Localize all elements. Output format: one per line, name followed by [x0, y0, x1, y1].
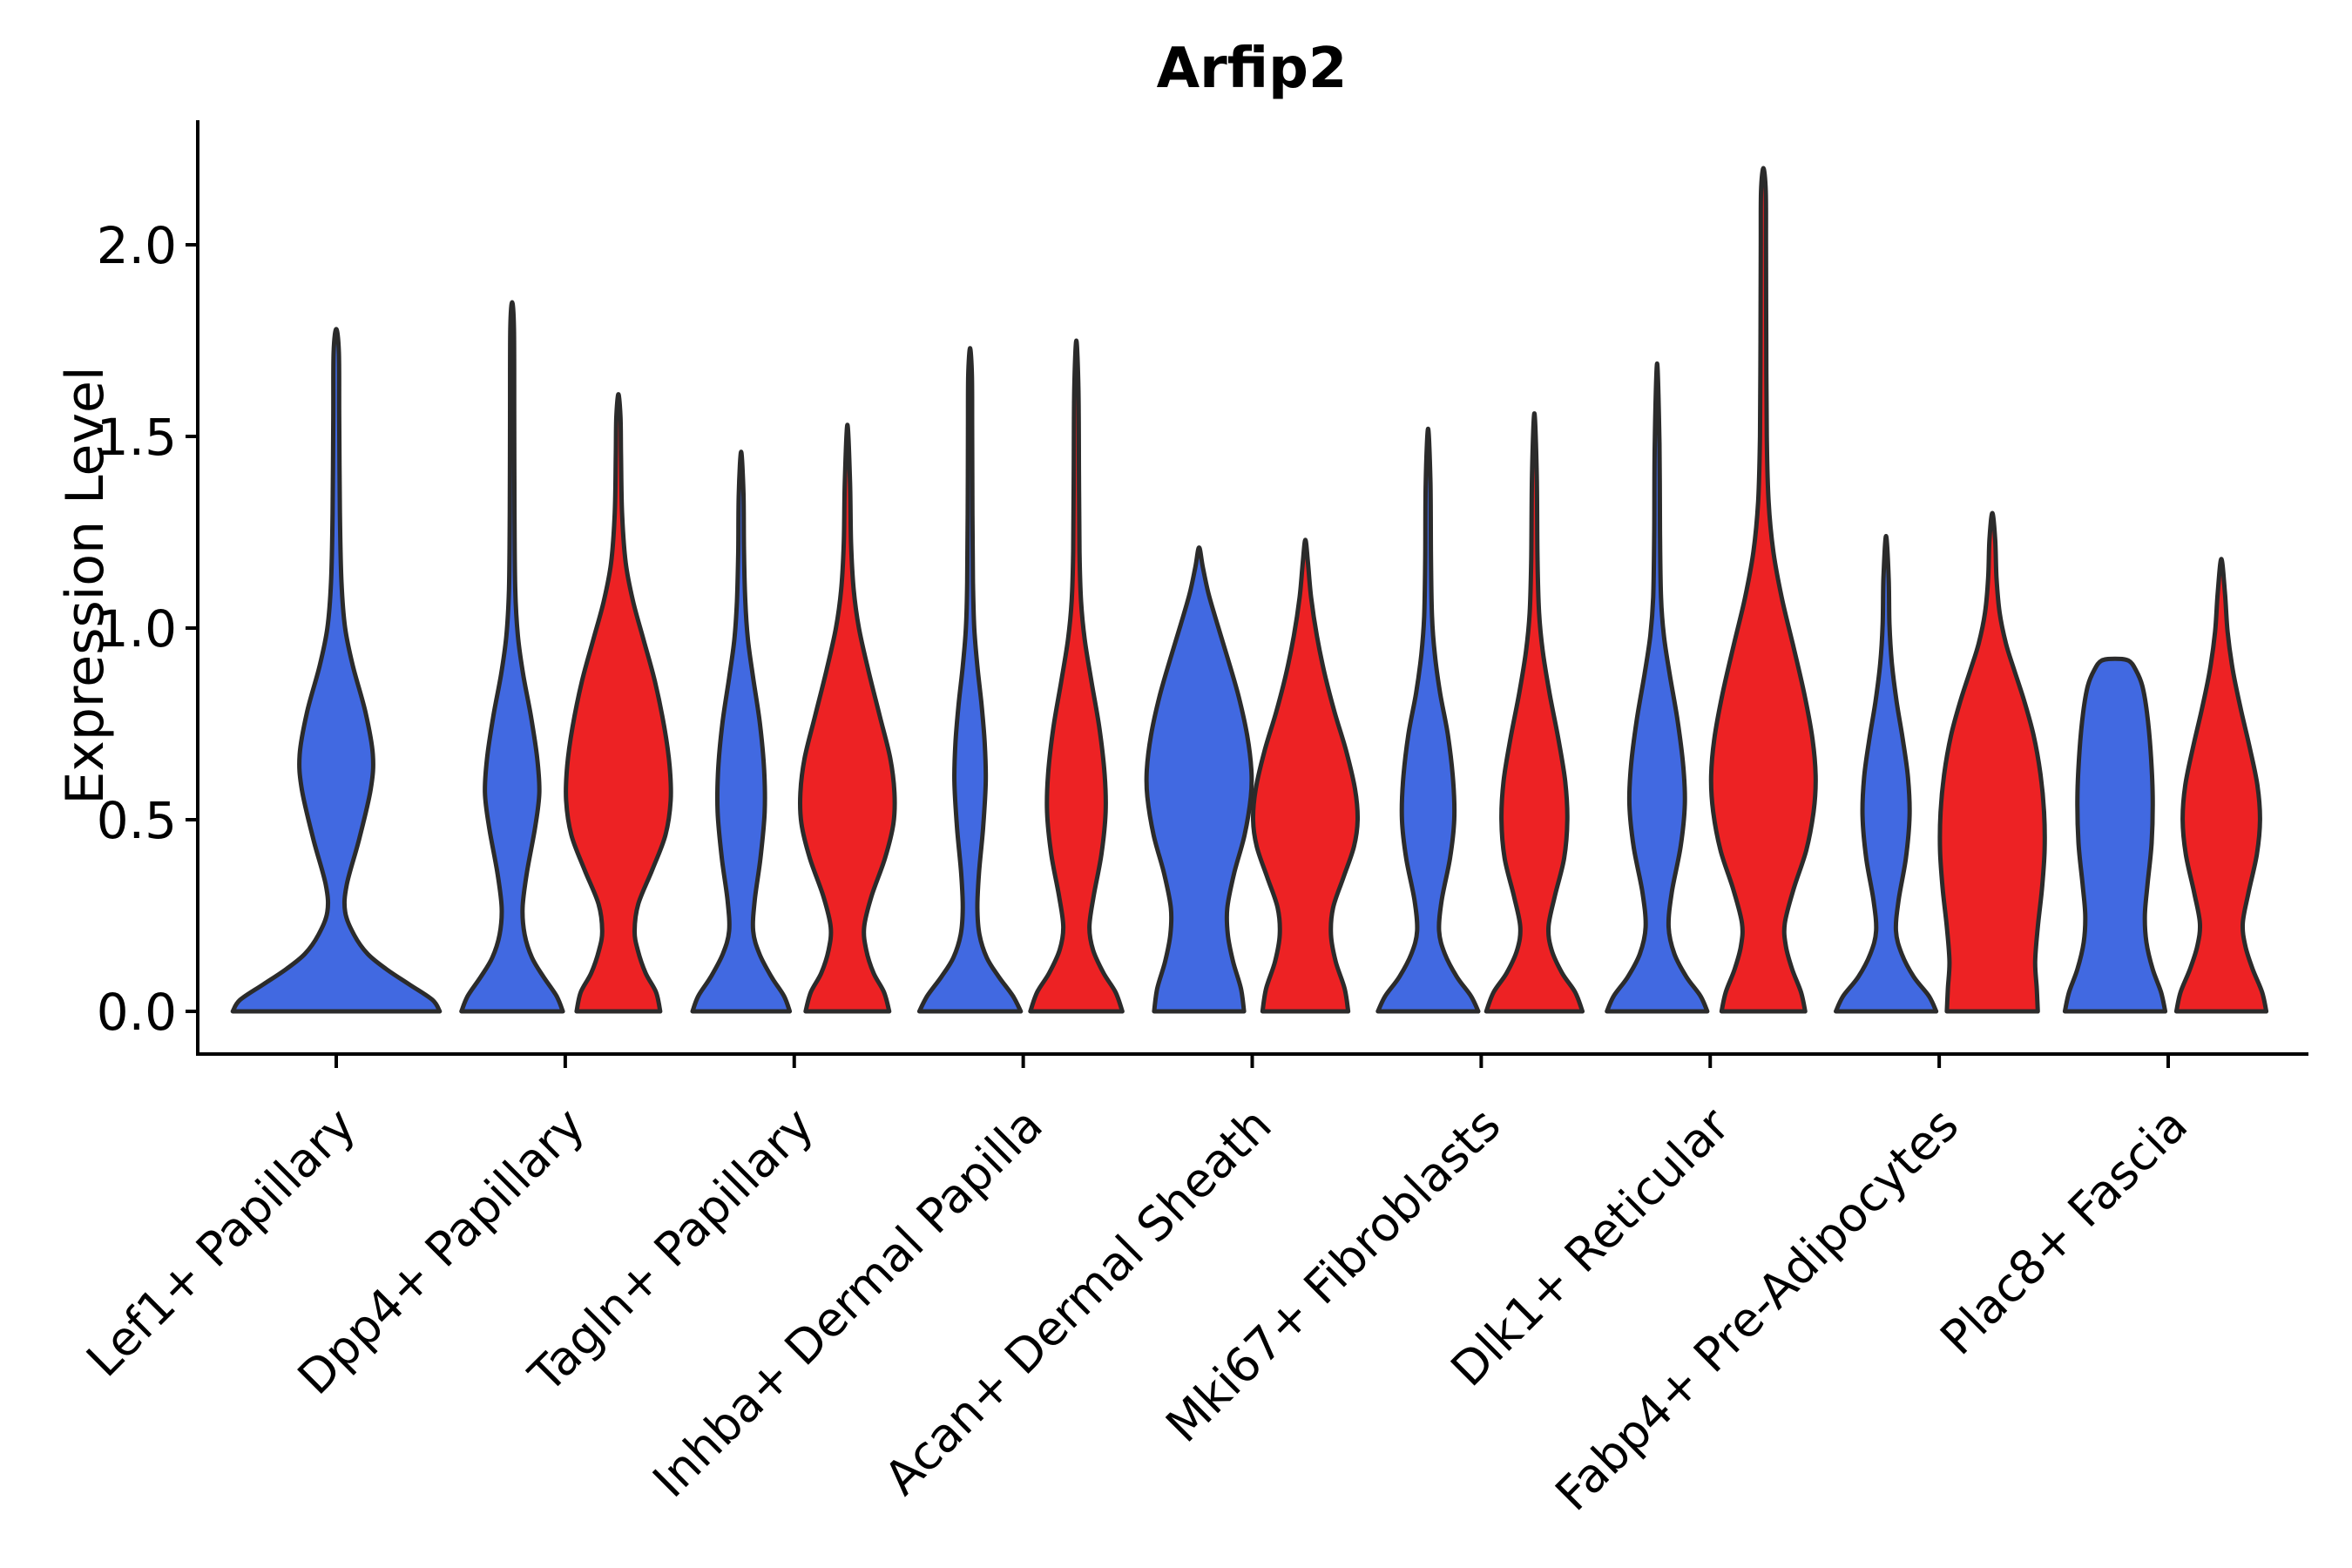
violin-dpp4-papillary-red — [564, 392, 673, 1014]
violin-inhba-dermal-papilla-blue — [916, 346, 1024, 1014]
violin-tagln-papillary-red — [797, 422, 897, 1014]
y-tick-label-0.0: 0.0 — [97, 983, 177, 1042]
violin-dpp4-papillary-blue — [459, 300, 565, 1014]
plot-title: Arfip2 — [1157, 37, 1348, 101]
y-tick-label-2.0: 2.0 — [97, 216, 177, 275]
violin-fabp4-pre-adipocytes-blue — [1834, 533, 1939, 1014]
violin-plac8-fascia-blue — [2062, 656, 2168, 1014]
violin-inhba-dermal-papilla-red — [1028, 338, 1125, 1014]
x-tick-label-plac8-fascia: Plac8+ Fascia — [1930, 1098, 2198, 1366]
violin-lef1-papillary-blue — [230, 327, 443, 1014]
y-tick-label-1.5: 1.5 — [97, 408, 177, 467]
violins-layer — [230, 166, 2269, 1014]
violin-acan-dermal-sheath-blue — [1144, 545, 1254, 1014]
x-tick-label-fabp4-pre-adipocytes: Fabp4+ Pre-Adipocytes — [1545, 1098, 1970, 1522]
violin-fabp4-pre-adipocytes-red — [1937, 510, 2047, 1014]
violin-mki67-fibroblasts-blue — [1375, 426, 1481, 1014]
x-tick-label-acan-dermal-sheath: Acan+ Dermal Sheath — [874, 1098, 1281, 1505]
violin-plac8-fascia-red — [2173, 557, 2269, 1014]
violin-dlk1-reticular-red — [1708, 166, 1818, 1014]
y-tick-label-0.5: 0.5 — [97, 791, 177, 850]
violin-acan-dermal-sheath-red — [1250, 537, 1361, 1014]
violin-tagln-papillary-blue — [690, 449, 793, 1014]
violin-mki67-fibroblasts-red — [1484, 411, 1585, 1014]
x-tick-label-inhba-dermal-papilla: Inhba+ Dermal Papilla — [642, 1098, 1052, 1508]
y-tick-label-1.0: 1.0 — [97, 599, 177, 659]
y-axis-label: Expression Level — [55, 366, 116, 804]
y-axis-ticks: 0.0 0.5 1.0 1.5 2.0 — [97, 216, 198, 1042]
violin-dlk1-reticular-blue — [1605, 361, 1710, 1014]
